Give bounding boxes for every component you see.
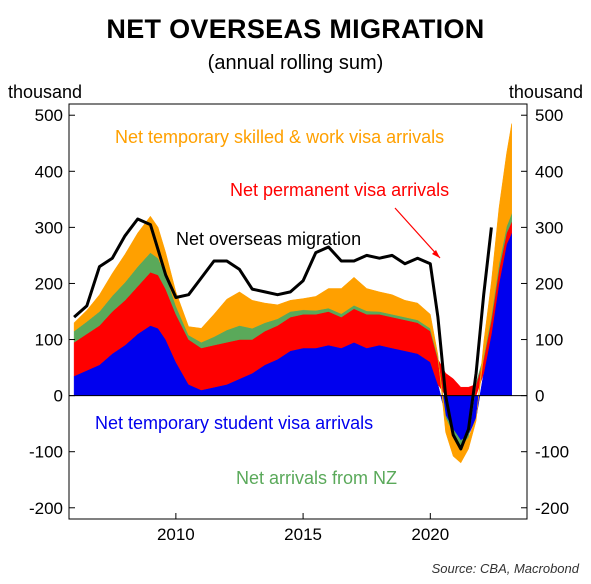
annotation-skilled: Net temporary skilled & work visa arriva…: [115, 127, 444, 147]
y-axis-unit-left: thousand: [8, 82, 83, 102]
axes: -200 -200 -100 -100 0 0 100 100 200 200 300 300 400 4…: [29, 106, 569, 544]
annotation-total: Net overseas migration: [176, 229, 361, 249]
plot-frame: [68, 103, 528, 520]
y-tick-label-right: 300: [535, 218, 563, 237]
y-tick-label-right: 0: [535, 387, 544, 406]
y-tick-label-left: 400: [35, 162, 63, 181]
y-tick-label-left: 0: [54, 387, 63, 406]
annotation-nz: Net arrivals from NZ: [236, 468, 397, 488]
plot-area: [73, 123, 512, 464]
annotation-student: Net temporary student visa arrivals: [95, 413, 373, 433]
annotation-permanent: Net permanent visa arrivals: [230, 180, 449, 200]
y-tick-label-right: 500: [535, 106, 563, 125]
y-tick-label-left: 300: [35, 218, 63, 237]
y-axis-unit-right: thousand: [508, 82, 583, 102]
x-tick-label: 2010: [157, 525, 195, 544]
y-tick-label-right: -200: [535, 499, 569, 518]
chart-title: NET OVERSEAS MIGRATION: [106, 14, 485, 44]
y-tick-label-left: 200: [35, 274, 63, 293]
annotation-arrow-head: [432, 250, 440, 258]
source-note: Source: CBA, Macrobond: [431, 561, 579, 576]
chart-subtitle: (annual rolling sum): [207, 52, 384, 74]
y-tick-label-left: -200: [29, 499, 63, 518]
x-tick-label: 2020: [411, 525, 449, 544]
series-line-total: [73, 217, 493, 451]
x-tick-label: 2015: [284, 525, 322, 544]
y-tick-label-left: -100: [29, 443, 63, 462]
y-tick-label-right: 200: [535, 274, 563, 293]
y-tick-label-left: 100: [35, 331, 63, 350]
annotations: Net temporary skilled & work visa arriva…: [95, 127, 449, 488]
annotation-arrow-line: [394, 207, 441, 259]
y-tick-label-right: 100: [535, 331, 563, 350]
y-tick-label-right: -100: [535, 443, 569, 462]
series-area-skilled: [73, 123, 512, 464]
y-tick-label-right: 400: [535, 162, 563, 181]
y-tick-label-left: 500: [35, 106, 63, 125]
